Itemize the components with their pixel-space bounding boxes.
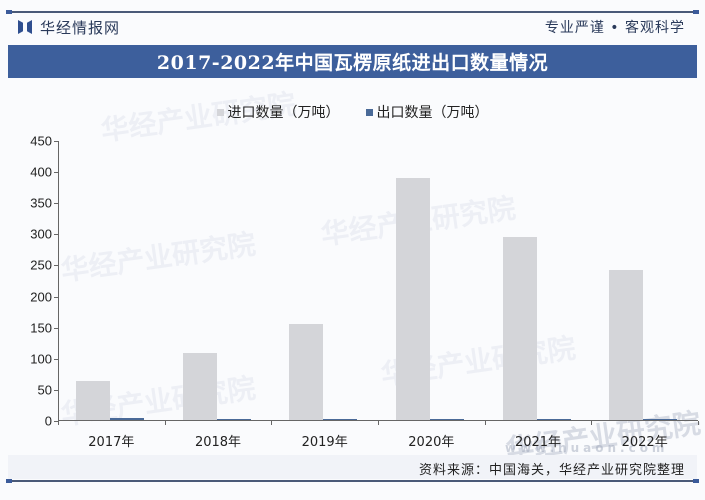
y-tick-mark <box>54 203 58 205</box>
y-tick-label: 100 <box>30 351 52 367</box>
bar-import <box>609 270 644 420</box>
legend-label: 进口数量（万吨） <box>227 105 340 121</box>
x-tick-mark <box>378 421 379 425</box>
x-tick-mark <box>484 421 486 425</box>
x-tick-label: 2021年 <box>514 435 562 450</box>
legend-item-import: 进口数量（万吨） <box>216 102 340 122</box>
bar-import <box>396 177 430 420</box>
x-tick-mark <box>271 421 273 425</box>
bar-export <box>323 418 358 420</box>
top-divider <box>6 10 699 14</box>
x-tick-label: 2019年 <box>301 435 348 450</box>
slogan: 专业严谨 • 客观科学 <box>544 20 685 36</box>
x-tick-mark <box>698 421 699 425</box>
y-tick-mark <box>54 234 58 236</box>
brand-name: 华经情报网 <box>40 18 121 37</box>
y-axis <box>58 141 59 421</box>
y-tick-mark <box>54 421 58 422</box>
bar-export <box>643 418 678 420</box>
x-tick-mark <box>591 421 593 425</box>
x-axis <box>58 420 698 421</box>
legend-swatch-import <box>216 108 224 116</box>
source-note: 资料来源：中国海关，华经产业研究院整理 <box>418 463 685 478</box>
bar-export <box>216 418 251 420</box>
x-tick-label: 2022年 <box>621 435 668 450</box>
y-tick-label: 400 <box>30 164 52 180</box>
y-tick-label: 300 <box>30 226 52 242</box>
footer-band <box>8 455 697 479</box>
bar-export <box>536 418 571 420</box>
legend-label: 出口数量（万吨） <box>376 105 489 121</box>
brand-logo-icon <box>18 20 32 34</box>
y-tick-mark <box>54 327 58 329</box>
bottom-divider <box>6 479 699 483</box>
title-bar: 2017-2022年中国瓦楞原纸进出口数量情况 <box>8 45 697 78</box>
x-tick-mark <box>58 421 59 425</box>
y-tick-label: 150 <box>30 320 52 336</box>
y-tick-mark <box>54 358 58 360</box>
legend-item-export: 出口数量（万吨） <box>365 102 489 122</box>
y-tick-mark <box>54 172 58 174</box>
y-tick-label: 0 <box>44 413 52 429</box>
y-tick-label: 50 <box>37 382 52 398</box>
bar-import <box>289 324 324 420</box>
chart-legend: 进口数量（万吨） 出口数量（万吨） <box>0 102 705 122</box>
y-tick-mark <box>54 389 58 391</box>
brand: 华经情报网 <box>18 17 120 37</box>
y-tick-label: 200 <box>30 289 52 305</box>
plot-area: 0 50 100 150 200 250 300 350 400 450 2017年 2018年 201… <box>30 134 699 450</box>
y-tick-label: 350 <box>30 195 52 211</box>
bar-import <box>502 237 537 420</box>
y-tick-mark <box>54 296 58 298</box>
x-tick-label: 2017年 <box>88 435 135 450</box>
bar-import <box>76 380 110 420</box>
x-tick-label: 2020年 <box>408 435 455 450</box>
x-tick-mark <box>164 421 166 425</box>
bar-import <box>182 352 217 420</box>
y-tick-label: 450 <box>30 133 52 149</box>
y-tick-mark <box>54 265 58 267</box>
bar-export <box>430 418 464 420</box>
y-tick-mark <box>54 141 58 142</box>
chart-title: 2017-2022年中国瓦楞原纸进出口数量情况 <box>156 52 549 74</box>
y-tick-label: 250 <box>30 257 52 273</box>
legend-swatch-export <box>365 108 373 116</box>
bar-export <box>110 418 144 420</box>
x-tick-label: 2018年 <box>194 435 242 450</box>
